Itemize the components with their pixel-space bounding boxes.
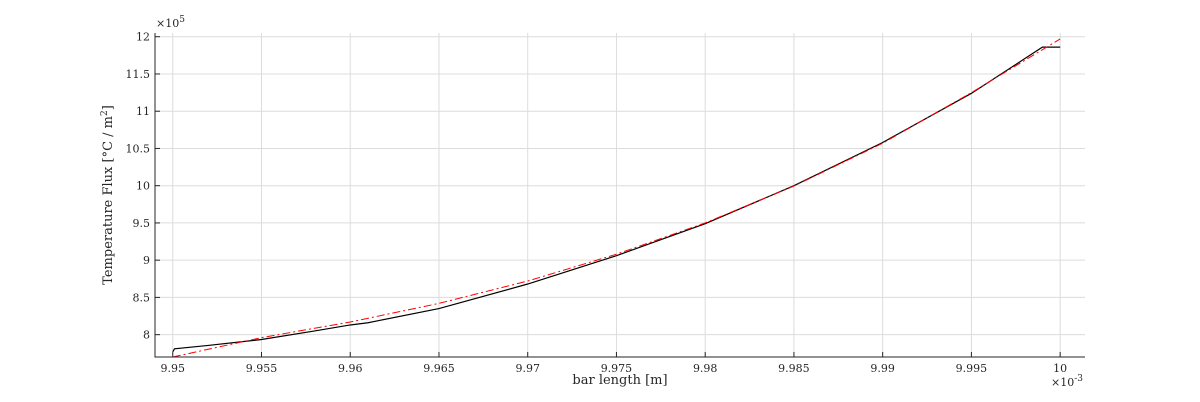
y-tick-label: 8.5 [133,291,151,304]
series-line-fit [172,38,1061,358]
y-axis-label-superscript: 2 [100,110,110,116]
y-tick-label: 9.5 [133,217,151,230]
x-tick-label: 9.97 [515,362,540,375]
axes [154,33,1085,358]
y-exponent-label: ×105 [156,15,185,30]
y-axis-label-main: Temperature Flux [°C / m [101,116,116,285]
x-axis-label: bar length [m] [572,373,667,388]
x-tick-labels: 9.95 9.955 9.96 9.965 9.97 9.975 9.98 9.985 9.99… [160,362,1067,375]
y-tick-labels: 8 8.5 9 9.5 10 10.5 11 11.5 12 [126,31,151,342]
x-tick-label: 9.98 [693,362,718,375]
x-tick-label: 9.955 [246,362,278,375]
x-tick-label: 9.995 [956,362,988,375]
axis-lines [154,33,1085,358]
data-series [172,38,1061,358]
y-tick-label: 10.5 [126,142,151,155]
y-exponent-base: ×10 [156,17,179,30]
x-tick-label: 9.96 [338,362,363,375]
y-tick-label: 10 [136,180,150,193]
x-exponent-base: ×10 [1051,376,1074,389]
x-exponent-label: ×10-3 [1051,374,1083,389]
y-tick-label: 12 [136,31,150,44]
x-tick-label: 9.99 [870,362,895,375]
y-tick-label: 11 [136,105,150,118]
y-axis-label-end: ] [101,105,116,110]
x-tick-label: 9.975 [601,362,633,375]
y-axis-label: Temperature Flux [°C / m2] [100,105,116,285]
y-tick-label: 8 [143,329,150,342]
x-tick-label: 9.965 [423,362,455,375]
x-exponent-power: -3 [1074,374,1083,384]
y-exponent-power: 5 [179,15,185,25]
x-tick-label: 9.985 [778,362,810,375]
x-tick-label: 10 [1053,362,1067,375]
x-tick-label: 9.95 [160,362,185,375]
y-tick-label: 9 [143,254,150,267]
grid-lines [155,33,1085,357]
y-tick-label: 11.5 [126,68,151,81]
